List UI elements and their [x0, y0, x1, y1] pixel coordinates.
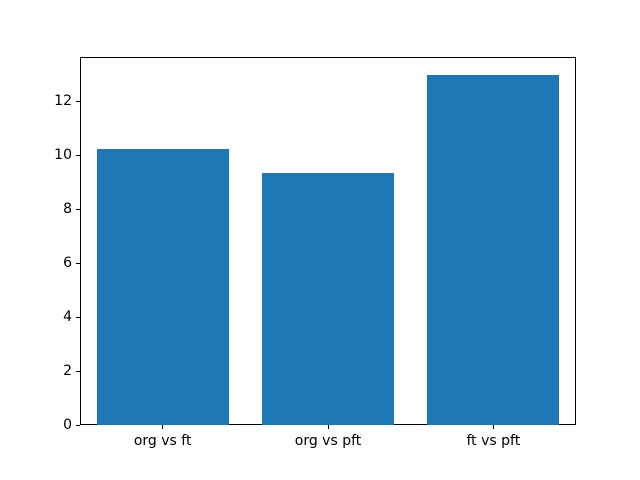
x-tick-mark — [327, 425, 329, 429]
y-tick-label: 2 — [63, 363, 72, 380]
y-tick-label: 4 — [63, 309, 72, 326]
y-tick-label: 0 — [63, 417, 72, 433]
x-tick-mark — [162, 425, 164, 429]
y-tick-mark — [76, 154, 80, 156]
y-tick-label: 12 — [54, 93, 72, 110]
x-tick-label: ft vs pft — [466, 433, 521, 449]
bar-org-vs-pft — [261, 172, 395, 425]
x-tick-mark — [492, 425, 494, 429]
y-tick-label: 6 — [63, 255, 72, 272]
x-tick-label: org vs ft — [133, 433, 192, 449]
y-tick-mark — [76, 424, 80, 426]
y-tick-label: 10 — [54, 147, 72, 164]
y-tick-mark — [76, 208, 80, 210]
y-tick-label: 8 — [63, 201, 72, 218]
bar-org-vs-ft — [96, 148, 229, 425]
y-tick-mark — [76, 316, 80, 318]
x-tick-label: org vs pft — [294, 433, 362, 449]
y-tick-mark — [76, 370, 80, 372]
y-tick-mark — [76, 100, 80, 102]
y-tick-mark — [76, 262, 80, 264]
bar-ft-vs-pft — [427, 74, 560, 425]
